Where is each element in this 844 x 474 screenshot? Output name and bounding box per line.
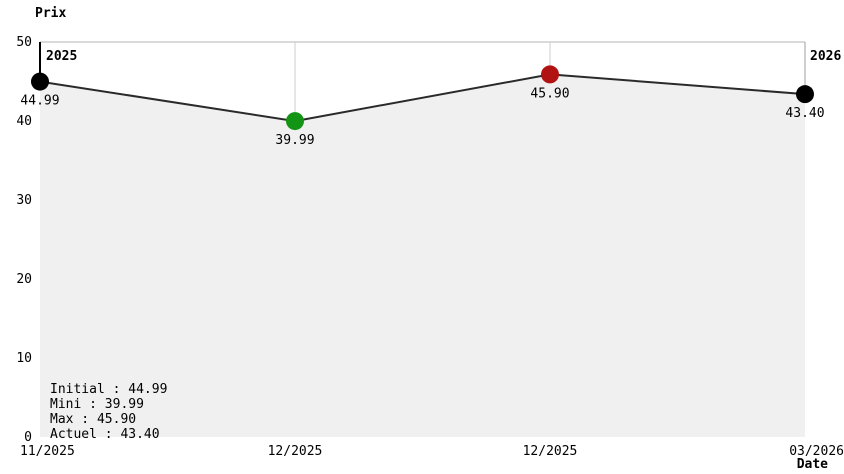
- point-label-minimum: 39.99: [275, 133, 314, 148]
- point-label-current: 43.40: [785, 106, 824, 121]
- legend-entry-mini: Mini : 39.99: [50, 397, 144, 412]
- y-tick-label: 10: [16, 351, 32, 366]
- y-tick-label: 50: [16, 35, 32, 50]
- price-line: [39, 73, 806, 123]
- legend-entry-max: Max : 45.90: [50, 412, 136, 427]
- y-axis-title: Prix: [35, 6, 67, 21]
- price-point-initial: [31, 72, 49, 91]
- x-tick-label: 11/2025: [20, 444, 75, 459]
- point-label-initial: 44.99: [20, 94, 59, 109]
- y-tick-label: 20: [16, 272, 32, 287]
- price-point-minimum: [286, 112, 304, 131]
- price-point-maximum: [541, 65, 559, 84]
- year-marker-end: 2026: [810, 49, 841, 64]
- legend-entry-actuel: Actuel : 43.40: [50, 427, 160, 442]
- x-tick-label: 12/2025: [268, 444, 323, 459]
- price-point-current: [796, 85, 814, 104]
- y-tick-label: 40: [16, 114, 32, 129]
- y-tick-label: 0: [24, 430, 32, 445]
- x-tick-label: 12/2025: [523, 444, 578, 459]
- x-tick-label: 03/2026: [789, 444, 844, 459]
- year-marker-start: 2025: [46, 49, 77, 64]
- y-tick-label: 30: [16, 193, 32, 208]
- legend-entry-initial: Initial : 44.99: [50, 382, 167, 397]
- price-area-fill: [40, 74, 805, 437]
- x-axis-title: Date: [796, 457, 828, 472]
- point-label-maximum: 45.90: [530, 86, 569, 101]
